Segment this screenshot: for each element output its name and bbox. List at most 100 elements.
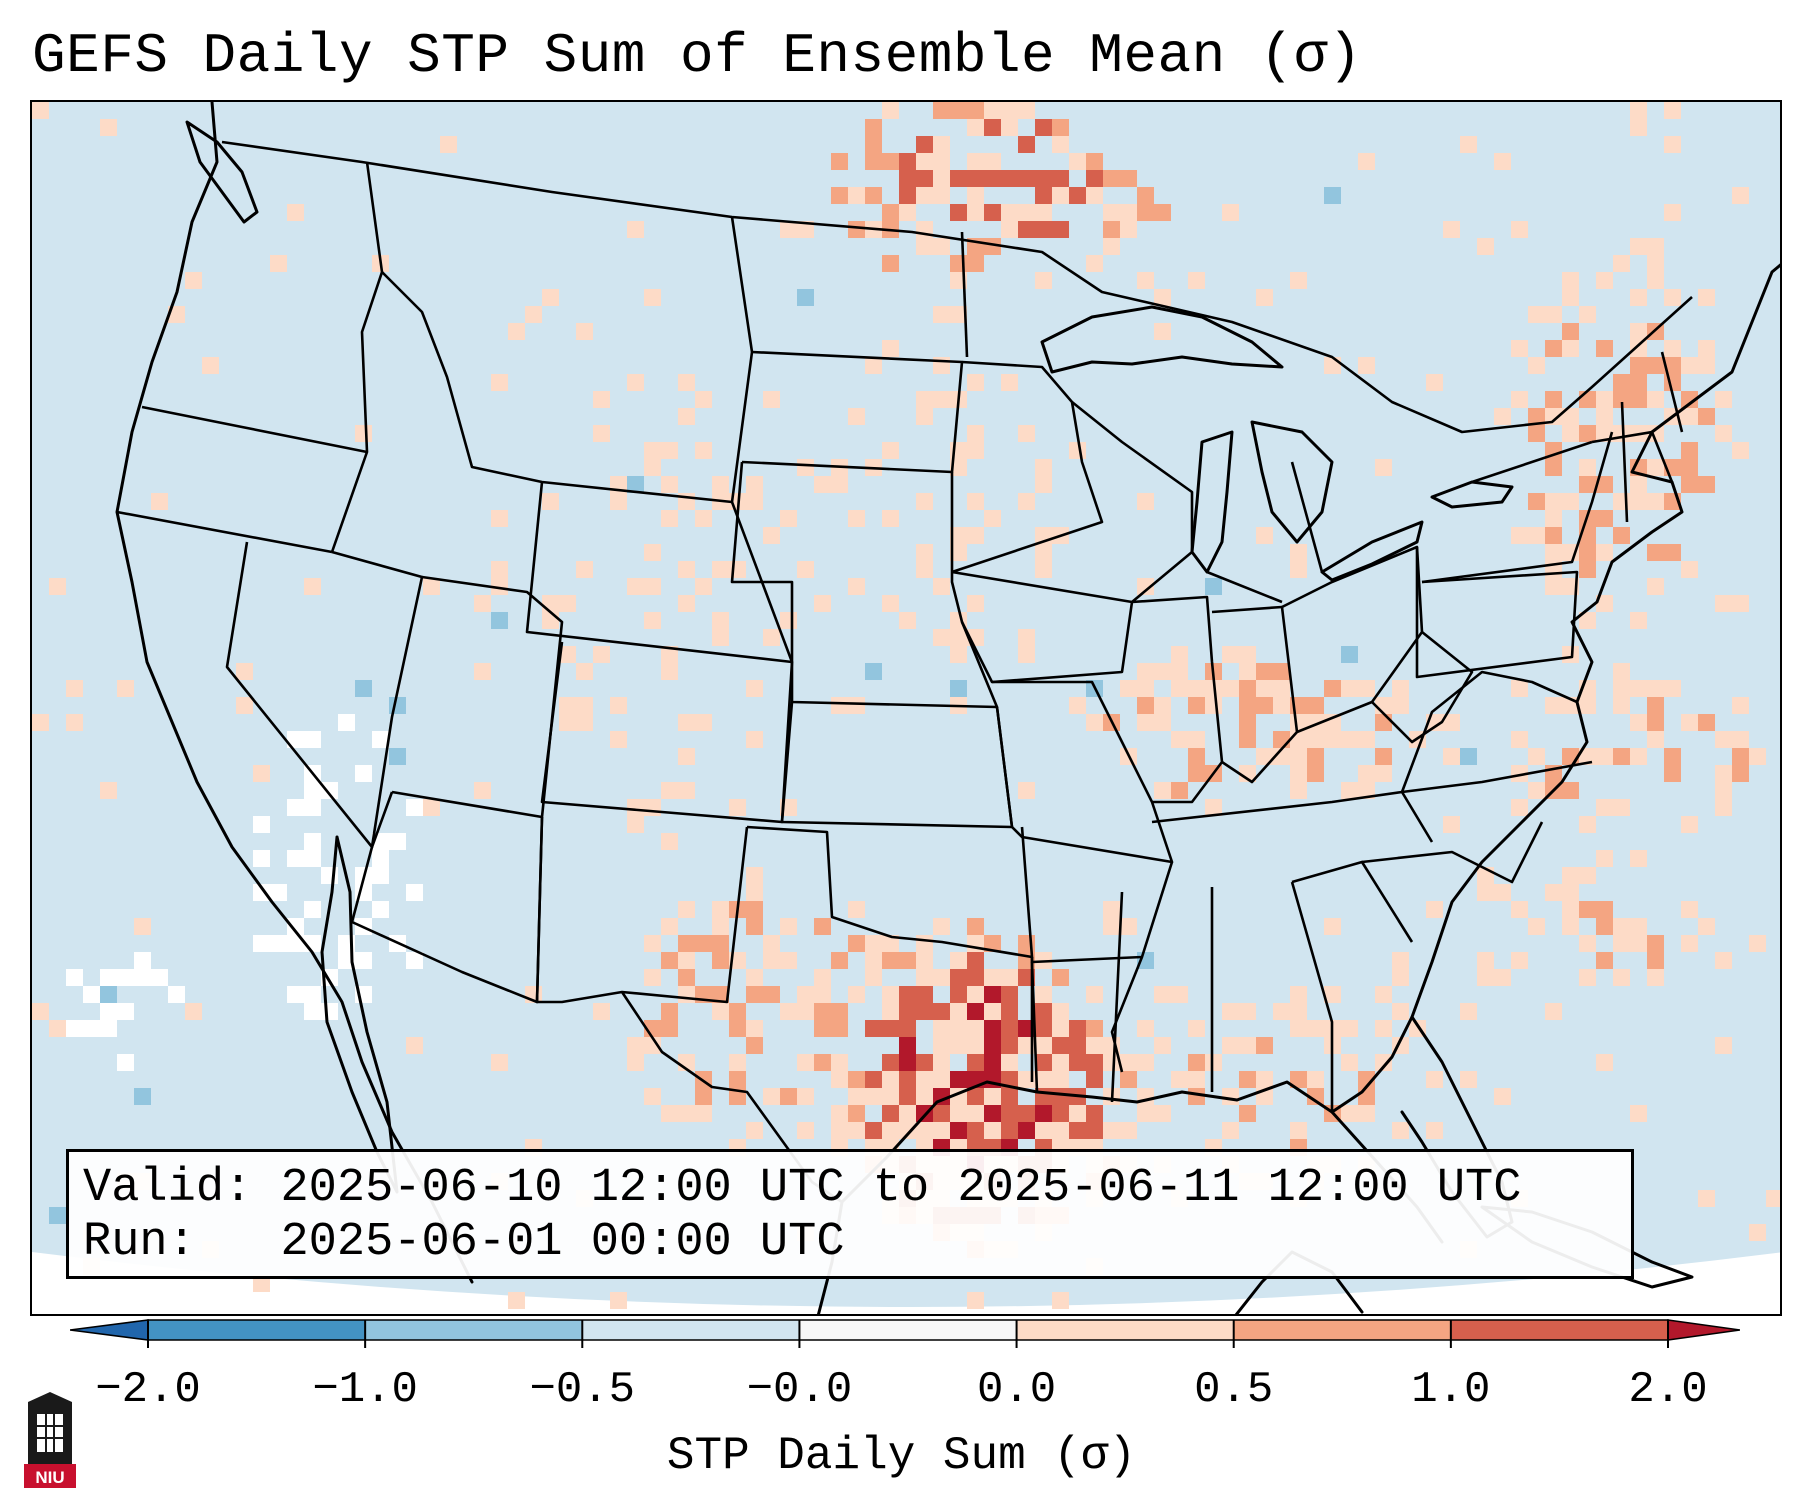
anomaly-cell <box>1715 391 1732 408</box>
anomaly-cell <box>338 714 355 731</box>
anomaly-cell <box>899 986 916 1003</box>
anomaly-cell <box>1545 1003 1562 1020</box>
anomaly-cell <box>304 578 321 595</box>
anomaly-cell <box>1103 221 1120 238</box>
anomaly-cell <box>967 442 984 459</box>
anomaly-cell <box>406 884 423 901</box>
niu-tower-window <box>37 1414 63 1452</box>
anomaly-cell <box>1290 748 1307 765</box>
anomaly-cell <box>49 1020 66 1037</box>
anomaly-cell <box>1579 901 1596 918</box>
anomaly-cell <box>780 1088 797 1105</box>
anomaly-cell <box>304 1003 321 1020</box>
anomaly-cell <box>66 680 83 697</box>
anomaly-cell <box>49 578 66 595</box>
anomaly-cell <box>967 1020 984 1037</box>
anomaly-cell <box>593 425 610 442</box>
anomaly-cell <box>967 493 984 510</box>
anomaly-cell <box>950 986 967 1003</box>
lake-ontario <box>1430 480 1514 509</box>
anomaly-cell <box>236 663 253 680</box>
anomaly-cell <box>848 1071 865 1088</box>
anomaly-cell <box>1528 357 1545 374</box>
anomaly-cell <box>882 1071 899 1088</box>
anomaly-cell <box>1018 782 1035 799</box>
anomaly-cell <box>644 578 661 595</box>
anomaly-cell <box>967 969 984 986</box>
anomaly-cell <box>66 969 83 986</box>
anomaly-cell <box>1647 425 1664 442</box>
anomaly-cell <box>1290 1020 1307 1037</box>
anomaly-cell <box>933 102 950 119</box>
anomaly-cell <box>83 1020 100 1037</box>
anomaly-cell <box>1766 1190 1780 1207</box>
anomaly-cell <box>644 612 661 629</box>
anomaly-cell <box>865 1071 882 1088</box>
anomaly-cell <box>1018 221 1035 238</box>
anomaly-cell <box>1732 731 1749 748</box>
anomaly-cell <box>1222 646 1239 663</box>
anomaly-cell <box>1120 918 1137 935</box>
anomaly-cell <box>1698 714 1715 731</box>
colorbar-tick-label: −2.0 <box>95 1365 201 1415</box>
anomaly-cell <box>1630 374 1647 391</box>
anomaly-cell <box>1103 1054 1120 1071</box>
anomaly-cell <box>967 102 984 119</box>
anomaly-cell <box>1749 748 1766 765</box>
anomaly-cell <box>1392 1003 1409 1020</box>
anomaly-cell <box>1103 204 1120 221</box>
anomaly-cell <box>1052 1054 1069 1071</box>
anomaly-cell <box>1188 680 1205 697</box>
anomaly-cell <box>1222 204 1239 221</box>
anomaly-cell <box>1358 153 1375 170</box>
anomaly-cell <box>1120 1122 1137 1139</box>
anomaly-cell <box>525 306 542 323</box>
anomaly-cell <box>848 187 865 204</box>
anomaly-cell <box>1239 646 1256 663</box>
anomaly-cell <box>848 901 865 918</box>
anomaly-cell <box>899 612 916 629</box>
anomaly-cell <box>1171 986 1188 1003</box>
anomaly-cell <box>1681 816 1698 833</box>
anomaly-cell <box>933 1003 950 1020</box>
anomaly-cell <box>1120 1054 1137 1071</box>
anomaly-cell <box>423 799 440 816</box>
anomaly-cell <box>814 595 831 612</box>
anomaly-cell <box>1579 459 1596 476</box>
anomaly-cell <box>882 204 899 221</box>
anomaly-cell <box>1052 170 1069 187</box>
anomaly-cell <box>1290 986 1307 1003</box>
anomaly-cell <box>32 1003 49 1020</box>
anomaly-cell <box>882 1122 899 1139</box>
anomaly-cell <box>848 1122 865 1139</box>
anomaly-cell <box>1426 1071 1443 1088</box>
anomaly-cell <box>984 1122 1001 1139</box>
map-canvas <box>32 102 1780 1314</box>
anomaly-cell <box>270 255 287 272</box>
anomaly-cell <box>355 680 372 697</box>
anomaly-cell <box>1477 884 1494 901</box>
anomaly-cell <box>1647 391 1664 408</box>
anomaly-cell <box>1069 442 1086 459</box>
anomaly-cell <box>1069 187 1086 204</box>
anomaly-cell <box>100 986 117 1003</box>
anomaly-cell <box>661 1003 678 1020</box>
anomaly-cell <box>1307 731 1324 748</box>
anomaly-cell <box>287 204 304 221</box>
anomaly-cell <box>865 1020 882 1037</box>
anomaly-cell <box>865 663 882 680</box>
anomaly-cell <box>1596 340 1613 357</box>
anomaly-cell <box>610 731 627 748</box>
anomaly-cell <box>780 952 797 969</box>
anomaly-cell <box>1630 289 1647 306</box>
anomaly-cell <box>1086 1054 1103 1071</box>
anomaly-cell <box>882 510 899 527</box>
anomaly-cell <box>1562 867 1579 884</box>
anomaly-cell <box>1035 1105 1052 1122</box>
anomaly-cell <box>1579 476 1596 493</box>
anomaly-cell <box>1018 1122 1035 1139</box>
atlantic-coastline <box>1410 263 1780 1019</box>
anomaly-cell <box>1545 493 1562 510</box>
anomaly-cell <box>1698 476 1715 493</box>
anomaly-cell <box>1715 1037 1732 1054</box>
